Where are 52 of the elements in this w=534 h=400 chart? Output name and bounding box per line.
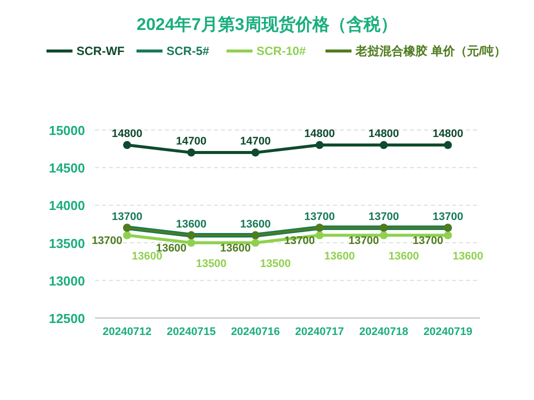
data-label: 13700 [112,210,142,223]
data-label: 14800 [368,128,400,140]
y-tick-label: 14500 [48,160,85,176]
point [444,141,452,150]
data-label: 13700 [92,234,122,247]
data-label: 13700 [368,210,400,223]
y-tick-label: 13500 [48,236,85,251]
point [316,141,324,150]
point [123,231,132,240]
data-label: 14800 [432,128,464,140]
data-label: 14800 [304,128,335,140]
data-label: 13600 [324,250,355,262]
point [380,231,388,240]
data-label: 13500 [196,258,227,270]
data-label: 13600 [452,250,484,262]
x-tick-label: 20240716 [230,326,280,338]
legend-label: SCR-5# [166,44,210,58]
y-tick-label: 13000 [48,273,85,288]
data-label: 13700 [304,210,335,223]
data-label: 14700 [176,136,207,148]
point [316,231,324,240]
y-tick-label: 14000 [48,198,85,214]
legend-label: 老挝混合橡胶 单价（元/吨） [354,44,506,58]
point [380,141,388,150]
point [187,148,196,157]
x-tick-label: 20240712 [102,326,152,338]
data-label: 13600 [132,250,162,262]
chart-title: 2024年7月第3周现货价格（含税） [136,15,398,34]
y-tick-label: 15000 [48,123,85,138]
point [123,141,132,150]
data-label: 13700 [412,234,444,247]
x-tick-label: 20240718 [359,326,408,338]
data-label: 14700 [240,136,271,148]
data-label: 13600 [240,218,271,230]
point [251,148,260,157]
point [444,231,452,240]
data-label: 13500 [260,258,291,270]
data-label: 13700 [432,210,464,223]
data-label: 14800 [112,128,142,140]
point [251,238,260,247]
point [187,238,196,247]
x-tick-label: 20240717 [295,326,344,338]
x-tick-label: 20240719 [423,326,472,338]
x-tick-label: 20240715 [166,326,216,338]
data-label: 13700 [284,234,315,247]
legend-label: SCR-WF [76,44,124,58]
data-label: 13600 [388,250,420,262]
y-tick-label: 12500 [48,311,85,326]
data-label: 13600 [176,218,207,230]
legend-label: SCR-10# [256,44,306,58]
data-label: 13600 [220,242,251,254]
data-label: 13700 [348,234,380,247]
